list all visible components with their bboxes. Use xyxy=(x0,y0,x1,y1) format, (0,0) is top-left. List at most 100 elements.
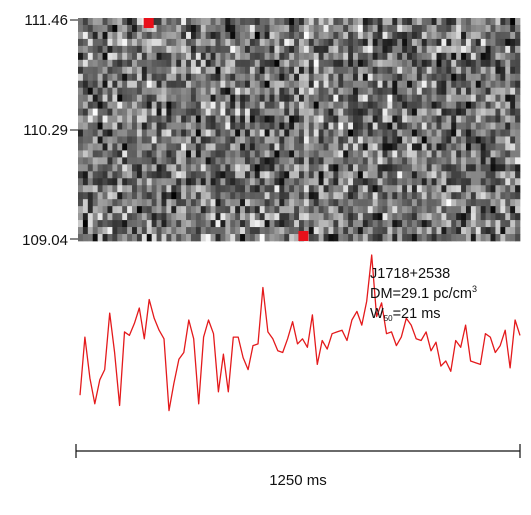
heatmap-cell xyxy=(249,52,256,61)
heatmap-cell xyxy=(377,18,383,26)
heatmap-cell xyxy=(151,185,157,193)
heatmap-cell xyxy=(220,94,226,102)
heatmap-cell xyxy=(338,234,344,242)
heatmap-cell xyxy=(87,108,94,116)
heatmap-cell xyxy=(328,178,334,186)
heatmap-cell xyxy=(465,45,472,54)
heatmap-cell xyxy=(343,206,349,214)
heatmap-cell xyxy=(357,45,364,54)
heatmap-cell xyxy=(495,192,501,200)
heatmap-cell xyxy=(210,108,216,116)
heatmap-cell xyxy=(313,192,319,200)
heatmap-cell xyxy=(456,59,462,68)
heatmap-cell xyxy=(299,164,305,172)
heatmap-cell xyxy=(397,206,403,214)
heatmap-cell xyxy=(195,129,202,137)
heatmap-cell xyxy=(289,143,295,151)
heatmap-cell xyxy=(107,108,113,116)
heatmap-cell xyxy=(387,66,393,75)
heatmap-cell xyxy=(210,143,216,151)
heatmap-cell xyxy=(382,31,388,40)
heatmap-cell xyxy=(205,66,211,75)
heatmap-cell xyxy=(299,101,305,109)
heatmap-cell xyxy=(465,66,472,75)
heatmap-cell xyxy=(176,87,182,96)
heatmap-cell xyxy=(377,136,383,144)
heatmap-cell xyxy=(333,66,339,75)
heatmap-cell xyxy=(200,59,207,68)
heatmap-cell xyxy=(269,73,275,82)
heatmap-cell xyxy=(510,129,516,137)
dm-label: DM=29.1 pc/cm3 xyxy=(370,284,477,302)
heatmap-cell xyxy=(171,206,177,214)
heatmap-cell xyxy=(220,234,226,242)
heatmap-cell xyxy=(269,87,275,96)
heatmap-cell xyxy=(284,24,290,33)
heatmap-cell xyxy=(475,143,482,151)
heatmap-cell xyxy=(235,94,241,102)
heatmap-cell xyxy=(284,206,290,214)
heatmap-cell xyxy=(264,129,270,137)
heatmap-cell xyxy=(78,185,84,193)
heatmap-cell xyxy=(176,101,182,109)
heatmap-cell xyxy=(78,150,84,158)
heatmap-cell xyxy=(470,185,477,193)
heatmap-cell xyxy=(259,171,265,179)
heatmap-cell xyxy=(461,122,467,130)
heatmap-cell xyxy=(117,66,123,75)
heatmap-cell xyxy=(176,164,182,172)
heatmap-cell xyxy=(475,178,482,186)
heatmap-cell xyxy=(215,115,221,123)
heatmap-cell xyxy=(294,122,300,130)
heatmap-cell xyxy=(230,45,236,54)
heatmap-cell xyxy=(500,108,506,116)
heatmap-cell xyxy=(357,234,364,242)
heatmap-cell xyxy=(303,31,310,40)
heatmap-cell xyxy=(313,24,319,33)
heatmap-cell xyxy=(240,199,246,207)
heatmap-cell xyxy=(353,143,359,151)
heatmap-cell xyxy=(244,199,251,207)
heatmap-cell xyxy=(343,157,349,165)
heatmap-cell xyxy=(313,185,319,193)
heatmap-cell xyxy=(190,80,197,89)
heatmap-cell xyxy=(279,157,285,165)
heatmap-cell xyxy=(82,24,89,33)
heatmap-cell xyxy=(78,178,84,186)
heatmap-cell xyxy=(357,157,364,165)
heatmap-cell xyxy=(382,220,388,228)
heatmap-cell xyxy=(372,24,378,33)
heatmap-cell xyxy=(338,164,344,172)
heatmap-cell xyxy=(205,129,211,137)
heatmap-cell xyxy=(441,80,447,89)
heatmap-cell xyxy=(171,150,177,158)
heatmap-cell xyxy=(161,31,167,40)
heatmap-cell xyxy=(92,80,98,89)
heatmap-cell xyxy=(456,206,462,214)
heatmap-cell xyxy=(117,80,123,89)
heatmap-cell xyxy=(465,122,472,130)
heatmap-cell xyxy=(176,45,182,54)
heatmap-cell xyxy=(436,59,442,68)
heatmap-cell xyxy=(353,66,359,75)
heatmap-cell xyxy=(407,52,413,61)
heatmap-cell xyxy=(220,171,226,179)
heatmap-cell xyxy=(362,213,369,221)
heatmap-cell xyxy=(357,136,364,144)
heatmap-cell xyxy=(353,18,359,26)
heatmap-cell xyxy=(490,143,496,151)
heatmap-cell xyxy=(421,80,428,89)
heatmap-cell xyxy=(470,87,477,96)
heatmap-cell xyxy=(102,38,108,47)
heatmap-cell xyxy=(416,66,423,75)
heatmap-cell xyxy=(122,234,128,242)
heatmap-cell xyxy=(254,185,261,193)
heatmap-cell xyxy=(495,80,501,89)
heatmap-cell xyxy=(343,213,349,221)
heatmap-cell xyxy=(436,150,442,158)
heatmap-cell xyxy=(294,234,300,242)
heatmap-cell xyxy=(397,129,403,137)
heatmap-cell xyxy=(515,94,521,102)
heatmap-cell xyxy=(510,122,516,130)
heatmap-cell xyxy=(470,157,477,165)
